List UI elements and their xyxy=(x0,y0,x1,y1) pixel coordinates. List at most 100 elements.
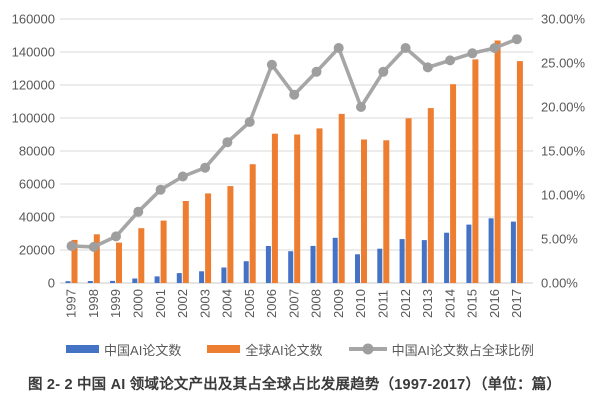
legend-item-china-papers: 中国AI论文数 xyxy=(66,340,181,359)
china-papers-bar xyxy=(488,218,494,283)
x-axis-year-labels: 1997 1998 1999 2000 2001 2002 2003 2004 2005 2006… xyxy=(64,289,524,318)
global-papers-bar xyxy=(316,128,323,283)
left-axis-tick-label: 60000 xyxy=(19,177,55,192)
global-papers-bar xyxy=(472,59,479,284)
china-papers-bar xyxy=(110,280,115,283)
global-papers-bar xyxy=(427,108,434,283)
global-papers-bar xyxy=(71,239,78,283)
china-papers-bar xyxy=(176,273,182,283)
share-line-marker xyxy=(244,117,255,127)
china-papers-bar xyxy=(132,278,138,283)
share-line-marker-icon xyxy=(362,343,374,355)
china-papers-swatch xyxy=(66,345,100,353)
x-axis-year-label: 2014 xyxy=(442,289,457,318)
global-papers-swatch xyxy=(207,345,241,353)
legend-item-share-line: 中国AI论文数占全球比例 xyxy=(348,340,534,359)
global-papers-bars xyxy=(71,40,523,284)
china-papers-bar xyxy=(332,237,338,283)
x-axis-year-label: 2017 xyxy=(509,289,524,318)
global-papers-bar xyxy=(116,242,122,283)
share-line-marker xyxy=(511,34,522,45)
x-axis-year-label: 2001 xyxy=(153,289,168,318)
share-line-marker xyxy=(222,137,233,148)
x-axis-year-label: 2006 xyxy=(264,289,279,318)
china-papers-bar xyxy=(377,248,383,283)
x-axis-year-label: 1998 xyxy=(86,289,101,318)
china-papers-bar xyxy=(288,251,294,283)
x-axis-year-label: 2005 xyxy=(242,289,257,318)
china-papers-bar xyxy=(421,240,427,283)
china-papers-bar xyxy=(466,224,472,283)
chart-legend: 中国AI论文数 全球AI论文数 中国AI论文数占全球比例 xyxy=(0,338,600,360)
global-papers-bar xyxy=(182,201,189,283)
global-papers-bar xyxy=(160,220,167,283)
global-papers-bar xyxy=(205,193,212,283)
right-axis-tick-label: 15.00% xyxy=(541,144,586,159)
left-axis-tick-label: 160000 xyxy=(12,12,55,27)
right-axis-tick-label: 5.00% xyxy=(541,232,578,247)
china-papers-bar xyxy=(510,221,516,283)
left-axis-tick-label: 80000 xyxy=(19,144,55,159)
global-papers-bar xyxy=(450,84,457,283)
x-axis-year-label: 1999 xyxy=(108,289,123,318)
global-papers-bar xyxy=(138,228,145,283)
global-papers-bar xyxy=(516,61,523,283)
legend-label-share-line: 中国AI论文数占全球比例 xyxy=(391,342,534,358)
global-papers-bar xyxy=(383,140,390,283)
china-papers-bar xyxy=(154,276,160,283)
x-axis-year-label: 2002 xyxy=(175,289,190,318)
share-line-marker xyxy=(311,66,322,77)
share-line-marker xyxy=(378,66,389,77)
left-axis-tick-label: 120000 xyxy=(12,78,55,93)
global-papers-bar xyxy=(361,139,367,283)
left-axis-tick-label: 20000 xyxy=(19,243,55,258)
x-axis-year-label: 2000 xyxy=(131,289,146,318)
x-axis-year-label: 2008 xyxy=(309,289,324,318)
share-line xyxy=(66,34,522,252)
legend-label-global-papers: 全球AI论文数 xyxy=(245,342,323,358)
legend-label-china-papers: 中国AI论文数 xyxy=(104,342,182,358)
x-axis-year-label: 2009 xyxy=(331,289,346,318)
global-papers-bar xyxy=(494,40,501,283)
share-line-marker xyxy=(88,241,99,252)
china-papers-bar xyxy=(221,267,227,283)
share-line-marker xyxy=(467,48,478,59)
legend-item-global-papers: 全球AI论文数 xyxy=(207,340,323,359)
x-axis-year-label: 2007 xyxy=(286,289,301,318)
x-axis-year-label: 1997 xyxy=(64,289,79,318)
x-axis-year-label: 2013 xyxy=(420,289,435,318)
right-axis-tick-label: 30.00% xyxy=(541,12,586,27)
x-axis-year-label: 2015 xyxy=(465,289,480,318)
share-line-marker xyxy=(200,162,211,173)
china-papers-bar xyxy=(444,232,450,283)
right-axis-tick-label: 10.00% xyxy=(541,188,586,203)
global-papers-bar xyxy=(271,133,278,283)
china-papers-bar xyxy=(87,281,93,283)
share-line-marker xyxy=(111,231,121,242)
left-axis-tick-label: 140000 xyxy=(12,45,55,60)
china-papers-bar xyxy=(243,261,249,283)
global-papers-bar xyxy=(294,134,301,283)
share-line-marker xyxy=(356,102,366,112)
share-line-marker xyxy=(266,59,277,70)
china-papers-bar xyxy=(65,281,71,283)
share-line-marker xyxy=(489,43,500,53)
right-axis-tick-label: 25.00% xyxy=(541,56,586,71)
global-papers-bar xyxy=(249,164,256,283)
global-papers-bar xyxy=(405,118,412,283)
left-axis-tick-labels: 0 20000 40000 60000 80000 100000 120000 140000 1… xyxy=(12,12,55,291)
share-line-marker xyxy=(177,171,188,182)
share-line-marker xyxy=(66,241,77,251)
share-line-marker xyxy=(400,43,411,53)
share-line-marker xyxy=(133,206,144,217)
global-papers-bar xyxy=(338,113,345,284)
china-papers-bar xyxy=(310,245,316,283)
share-line-marker xyxy=(333,43,344,53)
left-axis-tick-label: 100000 xyxy=(12,111,55,126)
china-papers-bar xyxy=(199,271,205,283)
share-line-marker xyxy=(422,62,433,73)
left-axis-tick-label: 0 xyxy=(48,276,55,291)
figure-caption: 图 2- 2 中国 AI 领域论文产出及其占全球占比发展趋势（1997-2017… xyxy=(28,377,562,393)
x-axis-year-label: 2004 xyxy=(220,289,235,318)
